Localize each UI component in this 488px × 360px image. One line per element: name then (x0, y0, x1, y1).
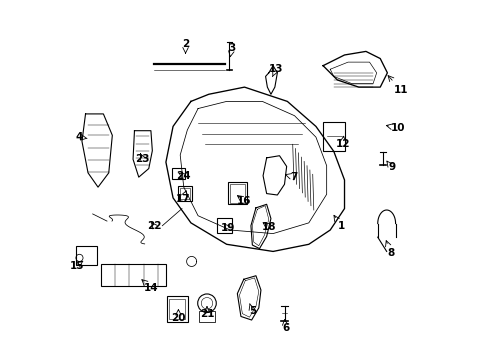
Text: 2: 2 (182, 39, 189, 49)
Bar (230, 184, 244, 203)
Text: 22: 22 (147, 221, 162, 231)
Text: 10: 10 (390, 123, 405, 133)
Bar (216, 218, 231, 233)
Text: 12: 12 (335, 139, 349, 149)
Text: 1: 1 (337, 221, 344, 231)
Text: 14: 14 (143, 283, 158, 293)
Text: 4: 4 (76, 132, 83, 142)
Text: 20: 20 (171, 312, 185, 323)
Bar (101, 264, 165, 287)
Bar (166, 296, 187, 322)
Bar (178, 186, 192, 201)
Text: 23: 23 (135, 154, 150, 163)
Bar (228, 182, 246, 204)
Bar (76, 247, 97, 265)
Bar (198, 311, 215, 322)
Text: 13: 13 (268, 64, 283, 74)
Text: 7: 7 (289, 172, 297, 182)
Text: 9: 9 (387, 162, 394, 172)
Text: 8: 8 (386, 248, 394, 258)
Text: 17: 17 (175, 194, 190, 203)
Bar (180, 188, 190, 199)
Text: 21: 21 (199, 309, 214, 319)
Text: 3: 3 (228, 43, 235, 53)
Text: 5: 5 (248, 306, 255, 316)
Text: 19: 19 (221, 223, 235, 233)
Bar (171, 168, 185, 179)
Text: 24: 24 (175, 171, 190, 181)
Text: 6: 6 (282, 323, 288, 333)
Bar (323, 122, 344, 151)
Bar (169, 299, 185, 319)
Text: 18: 18 (262, 222, 276, 232)
Text: 15: 15 (69, 261, 83, 271)
Text: 16: 16 (237, 196, 251, 206)
Text: 11: 11 (393, 85, 407, 95)
